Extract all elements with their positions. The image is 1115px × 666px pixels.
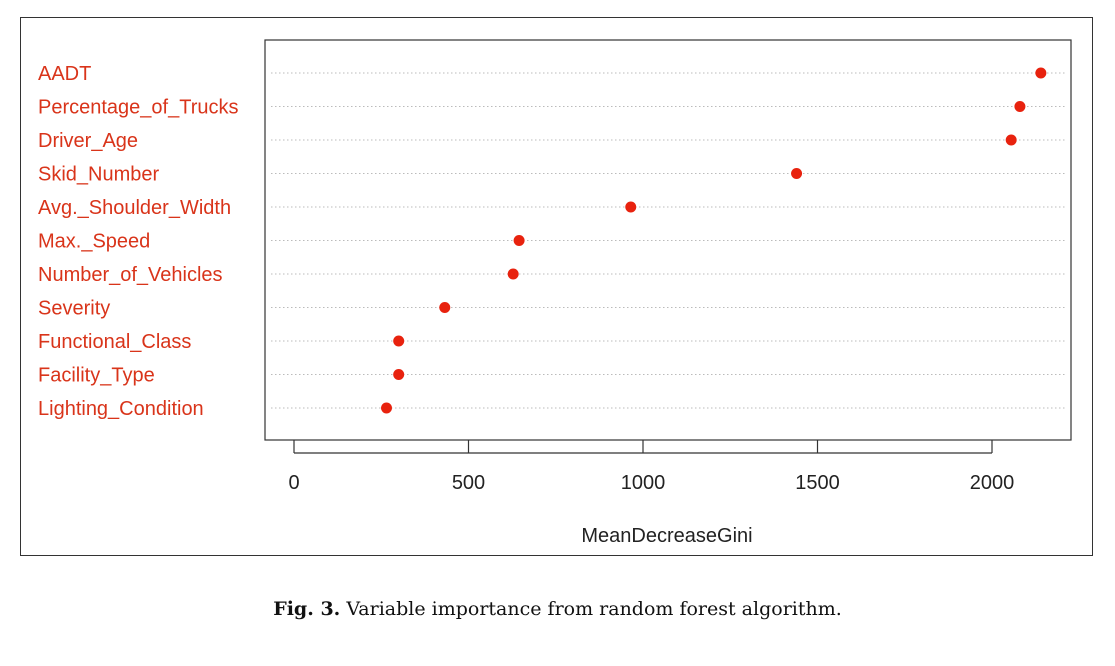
data-points [380,67,1047,414]
plot-box [264,39,1072,441]
figure-caption: Fig. 3. Variable importance from random … [0,598,1115,620]
x-tick-label: 1500 [795,472,840,494]
category-label: Facility_Type [38,365,155,387]
category-label: Lighting_Condition [38,398,204,420]
x-tick-label: 2000 [970,472,1015,494]
category-label: Severity [38,298,110,320]
x-axis-label: MeanDecreaseGini [581,525,752,547]
caption-label: Fig. 3. [273,598,341,620]
data-point [625,201,637,213]
category-label: Driver_Age [38,130,138,152]
category-label: Skid_Number [38,164,160,186]
x-tick-label: 500 [452,472,485,494]
category-label: AADT [38,63,91,85]
data-point [1005,134,1017,146]
caption-text: Variable importance from random forest a… [346,598,842,620]
x-tick-label: 0 [288,472,299,494]
data-point [380,402,392,414]
data-point [507,268,519,280]
data-point [791,168,803,179]
category-label: Functional_Class [38,331,191,353]
data-point [393,335,405,347]
dotchart: AADT Percentage_of_Trucks Driver_Age Skid_N… [38,39,1072,547]
category-label: Avg._Shoulder_Width [38,197,231,219]
category-labels: AADT Percentage_of_Trucks Driver_Age Skid_N… [38,63,238,420]
data-point [1035,67,1047,79]
data-point [513,235,525,246]
category-label: Number_of_Vehicles [38,264,223,286]
category-label: Max._Speed [38,231,150,253]
data-point [393,369,405,380]
data-point [439,302,451,313]
x-axis: 0 500 1000 1500 2000 [288,440,1014,494]
data-point [1014,101,1026,112]
x-tick-label: 1000 [621,472,666,494]
category-label: Percentage_of_Trucks [38,97,238,119]
grid-lines [271,72,1065,409]
